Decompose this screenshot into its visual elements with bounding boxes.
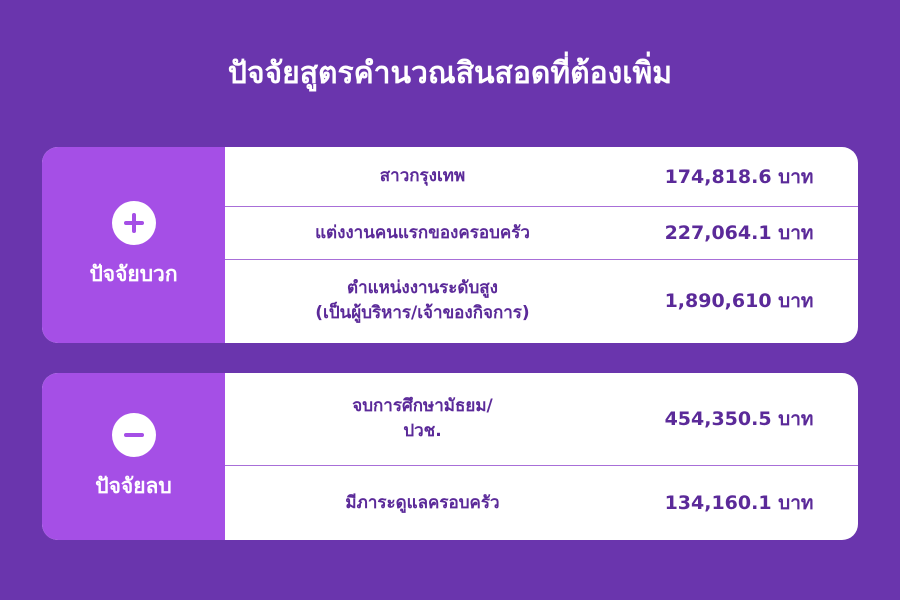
page-title: ปัจจัยสูตรคำนวณสินสอดที่ต้องเพิ่ม (227, 56, 673, 91)
minus-icon (111, 412, 156, 457)
table-row: จบการศึกษามัธยม/ ปวช. 454,350.5 บาท (225, 373, 858, 467)
factor-name: สาวกรุงเทพ (379, 166, 466, 187)
negative-factors-card: ปัจจัยลบ จบการศึกษามัธยม/ ปวช. 454,350.5… (42, 373, 858, 540)
table-row: ตำแหน่งงานระดับสูง (เป็นผู้บริหาร/เจ้าขอ… (225, 260, 858, 343)
factor-name-line: ตำแหน่งงานระดับสูง (347, 278, 498, 299)
positive-factors-label: ปัจจัยบวก (89, 262, 178, 286)
factor-value: 454,350.5 บาท (664, 408, 814, 431)
factor-value: 174,818.6 บาท (664, 165, 814, 188)
positive-factors-header: ปัจจัยบวก (42, 147, 225, 343)
factor-name-line: จบการศึกษามัธยม/ (352, 396, 493, 417)
factor-name-line: ปวช. (403, 421, 442, 442)
factor-name: มีภาระดูแลครอบครัว (345, 492, 500, 513)
factor-name-line: (เป็นผู้บริหาร/เจ้าของกิจการ) (315, 303, 530, 324)
factor-name: แต่งงานคนแรกของครอบครัว (315, 222, 530, 243)
factor-value: 134,160.1 บาท (664, 492, 814, 515)
negative-factors-list: จบการศึกษามัธยม/ ปวช. 454,350.5 บาท มีภา… (225, 373, 858, 540)
table-row: แต่งงานคนแรกของครอบครัว 227,064.1 บาท (225, 207, 858, 260)
factor-value: 227,064.1 บาท (664, 222, 814, 245)
negative-factors-header: ปัจจัยลบ (42, 373, 225, 540)
positive-factors-card: ปัจจัยบวก สาวกรุงเทพ 174,818.6 บาท แต่งง… (42, 147, 858, 343)
positive-factors-list: สาวกรุงเทพ 174,818.6 บาท แต่งงานคนแรกของ… (225, 147, 858, 343)
plus-icon (111, 201, 156, 245)
table-row: สาวกรุงเทพ 174,818.6 บาท (225, 147, 858, 208)
factor-name: ตำแหน่งงานระดับสูง (เป็นผู้บริหาร/เจ้าขอ… (225, 276, 620, 326)
table-row: มีภาระดูแลครอบครัว 134,160.1 บาท (225, 466, 858, 540)
factor-name: จบการศึกษามัธยม/ ปวช. (225, 394, 620, 444)
factor-value: 1,890,610 บาท (664, 290, 814, 313)
negative-factors-label: ปัจจัยลบ (95, 473, 172, 498)
